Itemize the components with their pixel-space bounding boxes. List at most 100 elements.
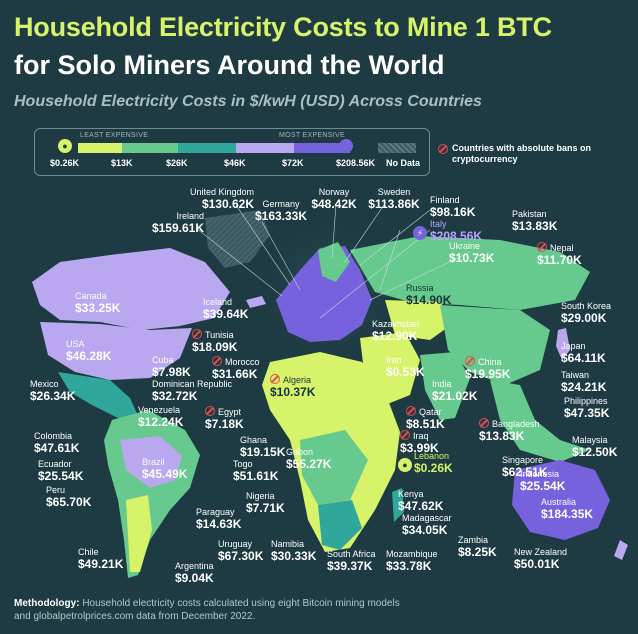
- kazakhstan-shape: [385, 300, 455, 340]
- japan-shape: [556, 328, 570, 360]
- lightning-icon: ⚡: [413, 226, 427, 240]
- legend-stop-2: $26K: [166, 158, 188, 168]
- southeast-asia-shape: [490, 380, 590, 462]
- europe-shape: [276, 246, 372, 342]
- country-label: Japan $64.11K: [561, 341, 606, 365]
- country-label: New Zealand $50.01K: [514, 547, 568, 571]
- legend-bin-4: [236, 143, 294, 153]
- country-label: Mozambique $33.78K: [386, 549, 438, 573]
- methodology-text: Household electricity costs calculated u…: [79, 598, 400, 609]
- legend-most-label: MOST EXPENSIVE: [279, 132, 345, 139]
- legend-bans-note: Countries with absolute bans on cryptocu…: [452, 143, 592, 164]
- country-label: Ghana $19.15K: [240, 435, 286, 459]
- legend-bin-2: [122, 143, 178, 153]
- country-label: Germany $163.33K: [254, 199, 308, 223]
- country-label: Singapore $62.51K: [502, 455, 548, 479]
- methodology-note: Methodology: Household electricity costs…: [14, 597, 514, 623]
- australia-shape: [512, 460, 610, 540]
- country-label: Algeria $10.37K: [270, 374, 316, 399]
- country-label: Venezuela $12.24K: [138, 405, 184, 429]
- country-label: India $21.02K: [432, 379, 478, 403]
- country-label-italy: Italy $208.56K: [430, 219, 483, 243]
- mexico-shape: [58, 372, 140, 420]
- ban-icon: [212, 356, 222, 366]
- brazil-shape: [120, 436, 182, 488]
- country-label: Togo $51.61K: [233, 459, 279, 483]
- subtitle: Household Electricity Costs in $/kwH (US…: [14, 93, 482, 110]
- ban-icon: [205, 406, 215, 416]
- country-label: Sweden $113.86K: [368, 187, 420, 211]
- country-label: Taiwan $24.21K: [561, 370, 607, 394]
- country-label: USA $46.28K: [66, 339, 112, 363]
- ban-icon: [400, 430, 410, 440]
- legend-no-data-label: No Data: [386, 158, 421, 168]
- country-label: Australia $184.35K: [541, 497, 594, 521]
- country-label: South Africa $39.37K: [327, 549, 376, 573]
- legend-stop-5: $208.56K: [336, 158, 376, 168]
- argentina-shape: [126, 495, 152, 572]
- ban-icon: [192, 329, 202, 339]
- country-label: United Kingdom $130.62K: [189, 187, 254, 211]
- country-label: Mexico $26.34K: [30, 379, 76, 403]
- country-label: Malaysia $12.50K: [572, 435, 618, 459]
- title-line-1: Household Electricity Costs to Mine 1 BT…: [14, 12, 552, 42]
- title-line-2: for Solo Miners Around the World: [14, 50, 445, 80]
- legend-stop-1: $13K: [111, 158, 133, 168]
- country-label: Russia $14.90K: [406, 283, 452, 307]
- country-label: Ukraine $10.73K: [449, 241, 495, 265]
- country-label: Cuba $7.98K: [152, 355, 191, 379]
- country-label: Philippines $47.35K: [564, 396, 610, 420]
- country-label: Finland $98.16K: [430, 195, 476, 219]
- legend-stop-3: $46K: [224, 158, 246, 168]
- country-label: Pakistan $13.83K: [512, 209, 558, 233]
- country-label: China $19.95K: [465, 356, 511, 381]
- country-label: Morocco $31.66K: [212, 356, 260, 381]
- country-label: Uruguay $67.30K: [218, 539, 264, 563]
- legend-least-label: LEAST EXPENSIVE: [80, 132, 149, 139]
- legend-stop-0: $0.26K: [50, 158, 80, 168]
- country-label: Kazakhstan $12.90K: [372, 319, 420, 343]
- country-label: Egypt $7.18K: [205, 406, 244, 431]
- greenland-shape: [205, 210, 270, 268]
- legend-bin-3: [178, 143, 236, 153]
- methodology-source: and globalpetrolprices.com data from Dec…: [14, 611, 256, 622]
- country-label: Bangladesh $13.83K: [479, 418, 540, 443]
- ban-icon: [465, 356, 475, 366]
- southern-africa-shape: [318, 500, 362, 550]
- country-label: Madagascar $34.05K: [402, 513, 452, 537]
- country-label: Peru $65.70K: [46, 485, 92, 509]
- ban-icon: [479, 418, 489, 428]
- country-label: Namibia $30.33K: [271, 539, 317, 563]
- country-label: Colombia $47.61K: [34, 431, 80, 455]
- country-label: Ireland $159.61K: [151, 211, 204, 235]
- country-label: Tunisia $18.09K: [192, 329, 238, 354]
- new-zealand-shape: [614, 540, 628, 560]
- central-africa-shape: [300, 430, 368, 505]
- country-label: Canada $33.25K: [75, 291, 121, 315]
- lightbulb-icon: ●: [58, 139, 72, 153]
- iceland-shape: [246, 296, 266, 308]
- legend-box: [34, 128, 430, 176]
- country-label: Gabon $55.27K: [286, 447, 332, 471]
- country-label: Dominican Republic $32.72K: [152, 379, 233, 403]
- country-label: Iceland $39.64K: [203, 297, 249, 321]
- country-label: Indonesia $25.54K: [520, 469, 566, 493]
- ban-icon: [270, 374, 280, 384]
- usa-shape: [40, 322, 192, 380]
- lightbulb-icon: ●: [398, 458, 412, 472]
- country-label: Qatar $8.51K: [406, 406, 445, 431]
- country-label: Kenya $47.62K: [398, 489, 444, 513]
- country-label: Nepal $11.70K: [537, 242, 582, 267]
- country-label: Chile $49.21K: [78, 547, 124, 571]
- ban-icon: [537, 242, 547, 252]
- legend-no-data-swatch: [378, 143, 416, 153]
- ban-icon: [406, 406, 416, 416]
- country-label: Iran $0.53K: [386, 355, 425, 379]
- country-label: South Korea $29.00K: [561, 301, 612, 325]
- methodology-label: Methodology:: [14, 598, 80, 609]
- madagascar-shape: [392, 488, 404, 522]
- scandinavia-shape: [318, 242, 350, 282]
- canada-shape: [32, 248, 230, 330]
- legend-bin-1: [78, 143, 122, 153]
- country-label-lebanon: Lebanon $0.26K: [414, 451, 453, 475]
